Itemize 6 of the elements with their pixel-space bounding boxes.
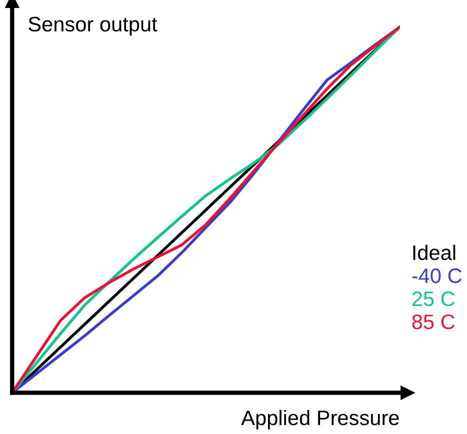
x-axis-title: Applied Pressure <box>241 410 399 430</box>
text: -40 C <box>412 268 462 284</box>
text: 25 C <box>412 291 455 306</box>
text: 85 C <box>412 314 455 330</box>
text: Ideal <box>413 244 456 260</box>
y-axis-title: Sensor output <box>28 16 158 36</box>
